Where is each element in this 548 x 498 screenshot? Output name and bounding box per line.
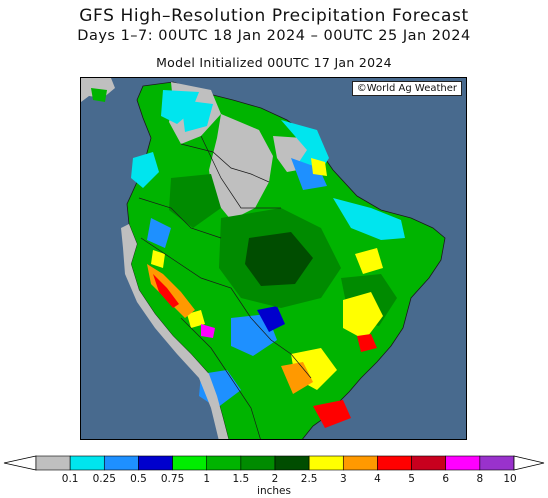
heavy-rain-pantanal bbox=[257, 306, 285, 332]
rain-4in-south bbox=[281, 362, 313, 394]
rain-3in-andes bbox=[151, 250, 165, 268]
light-rain-east-coast bbox=[333, 198, 405, 240]
legend-swatch bbox=[103, 455, 139, 471]
legend-swatch bbox=[172, 455, 208, 471]
legend-swatch bbox=[69, 455, 105, 471]
legend-swatch bbox=[240, 455, 276, 471]
legend-swatch bbox=[445, 455, 481, 471]
legend-swatch bbox=[206, 455, 242, 471]
model-init-time: Model Initialized 00UTC 17 Jan 2024 bbox=[156, 55, 392, 70]
legend-swatch bbox=[411, 455, 447, 471]
color-legend bbox=[3, 455, 545, 471]
rain-3in-east bbox=[355, 248, 383, 274]
legend-swatch bbox=[308, 455, 344, 471]
legend-swatch bbox=[342, 455, 378, 471]
rain-core-west bbox=[169, 174, 221, 228]
legend-tick-label: 4 bbox=[374, 473, 381, 485]
legend-units: inches bbox=[257, 485, 291, 497]
legend-tick-label: 10 bbox=[503, 473, 517, 485]
legend-tick-label: 2 bbox=[271, 473, 279, 485]
legend-swatch bbox=[377, 455, 412, 471]
light-rain-north2 bbox=[181, 100, 213, 132]
light-rain-west bbox=[131, 152, 159, 188]
rain-3in-southeast bbox=[343, 292, 383, 340]
legend-tick-label: 0.5 bbox=[130, 473, 147, 485]
legend-tick-label: 3 bbox=[339, 473, 347, 485]
rain-3in-bolivia bbox=[187, 310, 205, 328]
legend-arrow-high bbox=[513, 455, 545, 471]
legend-swatch bbox=[138, 455, 173, 471]
dry-pacific-coast bbox=[121, 224, 229, 439]
map-canvas bbox=[81, 78, 466, 439]
precipitation-map: ©World Ag Weather bbox=[80, 77, 467, 440]
rain-5in-andes bbox=[153, 274, 179, 308]
legend-tick-label: 8 bbox=[476, 473, 484, 485]
legend-tick-label: 0.25 bbox=[92, 473, 116, 485]
legend-swatch bbox=[479, 455, 515, 471]
light-rain-north bbox=[161, 90, 199, 124]
legend-arrow-low bbox=[3, 455, 37, 471]
legend-tick-label: 1 bbox=[203, 473, 211, 485]
map-title: GFS High–Resolution Precipitation Foreca… bbox=[79, 6, 469, 26]
moderate-rain-andes bbox=[147, 218, 171, 248]
legend-tick-label: 0.75 bbox=[160, 473, 185, 485]
rain-3in-north bbox=[311, 158, 327, 176]
dry-region-guiana bbox=[209, 114, 273, 220]
legend-tick-label: 1.5 bbox=[232, 473, 250, 485]
credit-label: ©World Ag Weather bbox=[351, 81, 462, 96]
rain-4in-andes bbox=[147, 264, 195, 318]
central-america-rain bbox=[91, 88, 107, 102]
rain-8in-spot bbox=[201, 324, 215, 338]
legend-tick-label: 6 bbox=[442, 473, 450, 485]
rain-core-central bbox=[245, 232, 313, 286]
legend-tick-label: 5 bbox=[408, 473, 415, 485]
legend-swatch bbox=[274, 455, 310, 471]
rain-5in-brazil bbox=[357, 334, 377, 352]
national-borders bbox=[138, 135, 312, 439]
forecast-period: Days 1–7: 00UTC 18 Jan 2024 – 00UTC 25 J… bbox=[77, 28, 471, 44]
legend-tick-label: 2.5 bbox=[300, 473, 318, 485]
legend-tick-label: 0.1 bbox=[61, 473, 79, 485]
rain-5in-southeast bbox=[313, 400, 351, 428]
legend-swatch bbox=[35, 455, 71, 471]
moderate-rain-amazon-mouth bbox=[291, 158, 327, 190]
